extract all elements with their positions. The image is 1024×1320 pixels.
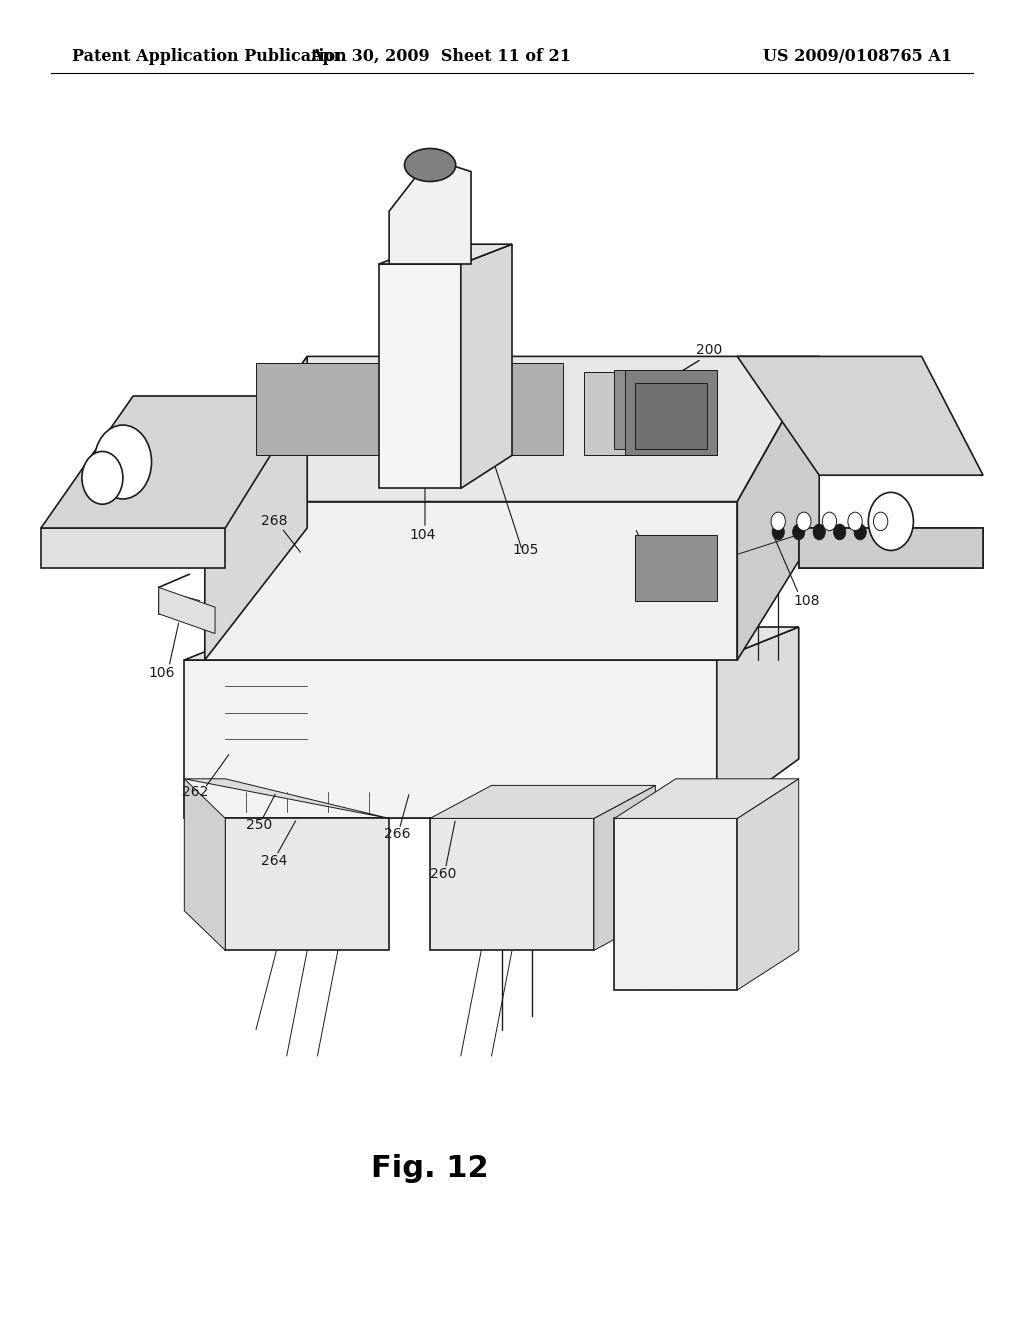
Text: 108: 108 (794, 594, 820, 607)
Polygon shape (635, 383, 707, 449)
Text: 264: 264 (261, 854, 288, 867)
Polygon shape (41, 396, 307, 528)
Polygon shape (159, 587, 215, 634)
Ellipse shape (404, 149, 456, 181)
Text: Fig. 12: Fig. 12 (372, 1154, 488, 1183)
Polygon shape (737, 535, 799, 554)
Circle shape (822, 512, 837, 531)
Circle shape (82, 451, 123, 504)
Polygon shape (184, 627, 799, 660)
Polygon shape (205, 356, 307, 660)
Circle shape (797, 512, 811, 531)
Text: 200: 200 (696, 343, 723, 356)
Circle shape (793, 524, 805, 540)
Text: 268: 268 (261, 515, 288, 528)
Text: 266: 266 (384, 828, 411, 841)
Polygon shape (184, 779, 225, 950)
Polygon shape (614, 779, 799, 818)
Circle shape (834, 524, 846, 540)
Polygon shape (430, 818, 594, 950)
Polygon shape (256, 363, 563, 455)
Circle shape (771, 512, 785, 531)
Text: 104: 104 (410, 528, 436, 541)
Polygon shape (614, 818, 737, 990)
Polygon shape (799, 528, 983, 568)
Text: Apr. 30, 2009  Sheet 11 of 21: Apr. 30, 2009 Sheet 11 of 21 (310, 49, 570, 65)
Polygon shape (41, 528, 225, 568)
Polygon shape (389, 158, 471, 264)
Text: 262: 262 (182, 785, 209, 799)
Circle shape (772, 524, 784, 540)
Polygon shape (205, 660, 737, 818)
Polygon shape (584, 372, 717, 455)
Text: 260: 260 (430, 867, 457, 880)
Circle shape (94, 425, 152, 499)
Circle shape (873, 512, 888, 531)
Circle shape (854, 524, 866, 540)
Text: 102: 102 (650, 568, 677, 581)
Text: 105: 105 (512, 544, 539, 557)
Circle shape (848, 512, 862, 531)
Polygon shape (379, 244, 512, 264)
Text: Patent Application Publication: Patent Application Publication (72, 49, 346, 65)
Polygon shape (799, 528, 983, 568)
Polygon shape (379, 264, 461, 488)
Polygon shape (717, 627, 799, 818)
Polygon shape (614, 370, 717, 449)
Text: 250: 250 (246, 818, 272, 832)
Polygon shape (737, 356, 983, 475)
Polygon shape (737, 356, 819, 660)
Polygon shape (184, 779, 389, 818)
Polygon shape (184, 660, 717, 818)
Polygon shape (205, 502, 737, 660)
Polygon shape (430, 785, 655, 818)
Polygon shape (205, 356, 819, 502)
Polygon shape (225, 818, 389, 950)
Polygon shape (594, 785, 655, 950)
Text: US 2009/0108765 A1: US 2009/0108765 A1 (763, 49, 952, 65)
Polygon shape (737, 779, 799, 990)
Polygon shape (461, 244, 512, 488)
Circle shape (868, 492, 913, 550)
Text: 106: 106 (148, 667, 175, 680)
Circle shape (813, 524, 825, 540)
Polygon shape (635, 535, 717, 601)
Polygon shape (625, 370, 717, 455)
